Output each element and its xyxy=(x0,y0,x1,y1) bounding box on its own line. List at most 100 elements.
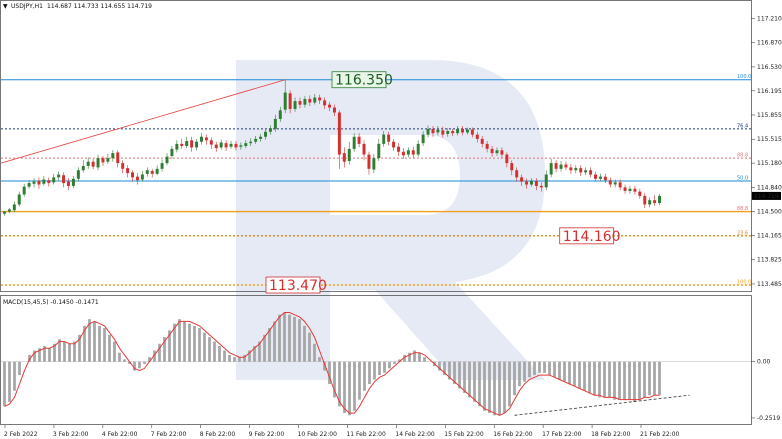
candle-body xyxy=(401,151,405,156)
candle-body xyxy=(653,200,657,204)
time-tick-label: 2 Feb 2022 xyxy=(4,431,38,438)
candle-body xyxy=(150,170,154,174)
candle-body xyxy=(387,134,391,142)
level-label-fib-61-8: 88.8 xyxy=(737,153,748,159)
price-tick-label: 117.210 xyxy=(757,15,782,22)
macd-tick-label: -0.2519 xyxy=(757,415,780,422)
divergence-line[interactable] xyxy=(514,394,690,416)
time-tick-label: 15 Feb 22:00 xyxy=(444,431,484,438)
candle-body xyxy=(584,170,588,173)
candle-body xyxy=(268,128,272,132)
candle-body xyxy=(200,136,203,142)
candle-body xyxy=(42,179,46,184)
candle-body xyxy=(446,131,450,134)
candle-body xyxy=(318,97,322,101)
candle-body xyxy=(190,140,194,148)
candle-body xyxy=(603,176,607,181)
target-value: 114.160 xyxy=(563,229,621,245)
candle-body xyxy=(303,98,307,105)
candle-body xyxy=(436,129,440,133)
price-tick-label: 114.500 xyxy=(757,209,782,216)
candle-body xyxy=(451,131,455,134)
candle-body xyxy=(81,165,85,171)
candle-body xyxy=(155,168,159,174)
candle-body xyxy=(239,145,243,147)
candle-body xyxy=(22,186,26,195)
candle-body xyxy=(490,148,494,154)
candle-body xyxy=(323,100,327,106)
candle-body xyxy=(244,143,248,147)
level-label-fib-38-2-red: 88.8 xyxy=(737,206,748,212)
price-tick-label: 115.855 xyxy=(757,112,782,119)
candle-body xyxy=(589,170,593,175)
price-tick-label: 115.180 xyxy=(757,160,782,167)
candle-body xyxy=(510,163,514,171)
candle-body xyxy=(559,164,563,169)
candle-body xyxy=(12,204,16,211)
candle-body xyxy=(37,180,41,185)
candle-body xyxy=(229,143,233,147)
level-label-fib-23-6: 23.6 xyxy=(737,230,748,236)
candle-body xyxy=(67,181,70,186)
candle-body xyxy=(135,176,139,181)
candle-body xyxy=(313,97,317,103)
candle-body xyxy=(431,128,435,134)
price-tick-label: 116.195 xyxy=(757,88,782,95)
candle-body xyxy=(27,183,31,187)
candle-body xyxy=(170,148,174,156)
candle-body xyxy=(121,163,125,169)
candle-body xyxy=(126,168,130,174)
candle-body xyxy=(91,161,95,167)
candle-body xyxy=(648,200,652,205)
candle-body xyxy=(224,143,228,148)
candle-body xyxy=(539,185,543,188)
price-tick-label: 114.165 xyxy=(757,232,782,239)
price-tick-label: 116.530 xyxy=(757,64,782,71)
candle-body xyxy=(534,180,538,186)
time-tick-label: 14 Feb 22:00 xyxy=(395,431,435,438)
current-price-tag xyxy=(752,191,781,200)
candle-body xyxy=(2,211,6,214)
candle-body xyxy=(544,174,548,188)
trendline-segment[interactable] xyxy=(0,79,286,164)
candle-body xyxy=(185,141,189,147)
candle-body xyxy=(249,141,253,144)
candle-body xyxy=(357,136,361,144)
candle-body xyxy=(288,93,292,109)
time-tick-label: 7 Feb 22:00 xyxy=(151,431,187,438)
candle-body xyxy=(165,156,169,164)
candle-body xyxy=(283,92,287,110)
price-axis: 117.210 116.870 116.530 116.195 115.855 115.5… xyxy=(751,15,782,422)
price-tick-label: 115.515 xyxy=(757,136,782,143)
candle-body xyxy=(406,150,410,155)
candle-body xyxy=(574,168,578,171)
target-box xyxy=(559,227,615,245)
candle-body xyxy=(623,187,627,191)
candle-body xyxy=(214,144,218,149)
candle-body xyxy=(17,194,21,205)
candle-body xyxy=(461,128,464,133)
candle-body xyxy=(116,152,120,164)
candle-body xyxy=(643,195,647,205)
candle-body xyxy=(377,143,381,159)
candle-body xyxy=(515,170,519,178)
candle-body xyxy=(397,146,400,152)
watermark-logo xyxy=(236,60,545,380)
trendline[interactable] xyxy=(0,79,286,164)
candle-body xyxy=(131,172,134,178)
candle-body xyxy=(96,158,100,168)
time-tick-label: 21 Feb 22:00 xyxy=(640,431,680,438)
candle-body xyxy=(608,180,612,185)
candle-body xyxy=(293,101,297,109)
candle-body xyxy=(392,141,396,148)
candle-body xyxy=(569,167,573,171)
dropdown-arrow-icon[interactable]: ▼ xyxy=(3,3,8,10)
candle-body xyxy=(618,182,622,188)
target-value: 116.350 xyxy=(335,73,393,89)
time-tick-label: 10 Feb 22:00 xyxy=(298,431,338,438)
candles xyxy=(2,79,662,216)
time-tick-label: 3 Feb 22:00 xyxy=(53,431,89,438)
candle-body xyxy=(342,153,346,162)
